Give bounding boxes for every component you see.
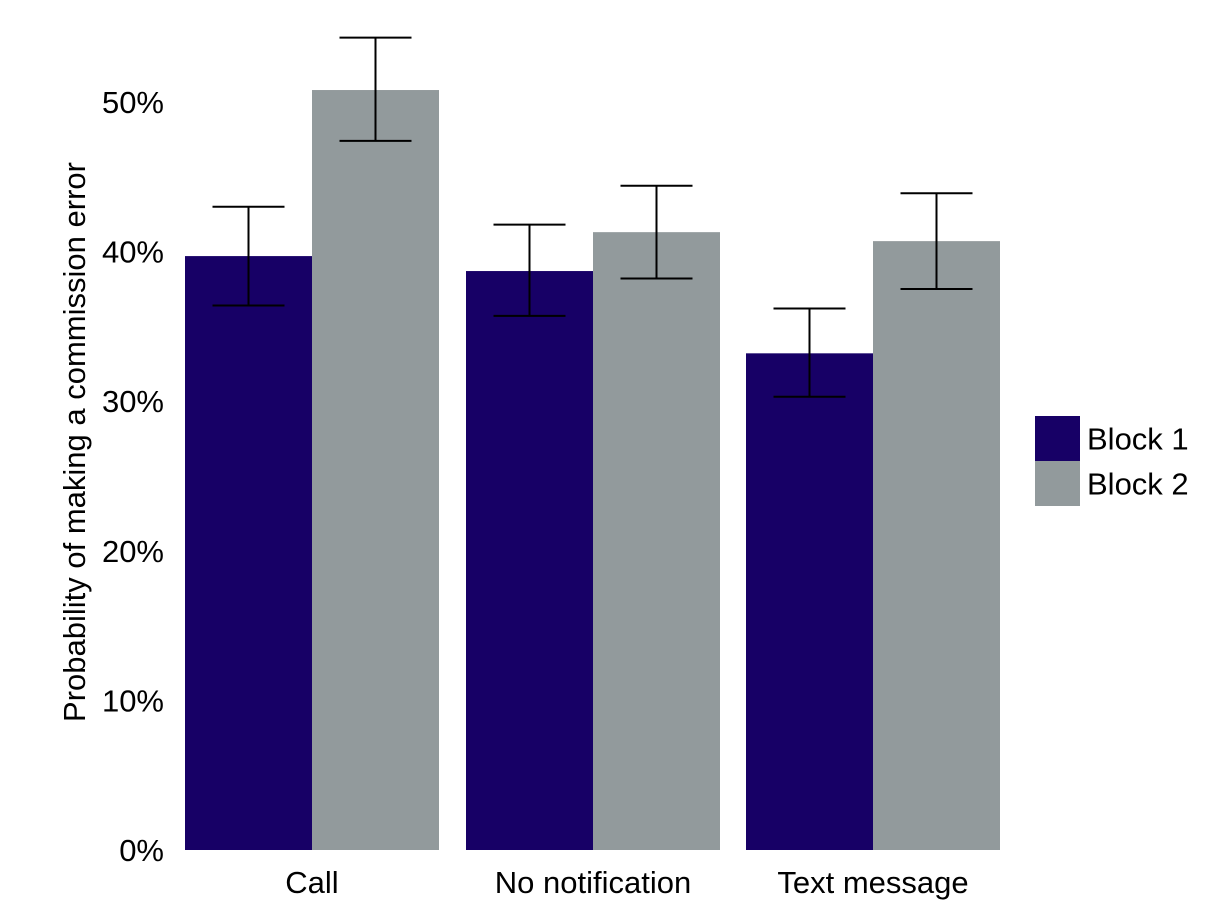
y-tick-label-20: 20% <box>102 534 164 569</box>
error-bar-text-message-series-2 <box>900 192 973 290</box>
y-tick-label-40: 40% <box>102 235 164 270</box>
legend-item-series-1: Block 1 <box>1035 416 1189 461</box>
x-category-label-text-message: Text message <box>777 865 968 900</box>
legend-label-series-1: Block 1 <box>1087 422 1189 457</box>
y-tick-label-10: 10% <box>102 683 164 718</box>
x-category-label-no-notification: No notification <box>495 865 691 900</box>
error-bars-group <box>212 36 973 398</box>
bar-no-notification-series-1 <box>466 271 593 851</box>
legend-swatch-series-1 <box>1035 416 1080 461</box>
legend-label-series-2: Block 2 <box>1087 467 1189 502</box>
legend-item-series-2: Block 2 <box>1035 461 1189 506</box>
y-axis-ticks: 0% 10% 20% 30% 40% 50% <box>102 85 164 868</box>
y-tick-label-0: 0% <box>119 833 164 868</box>
bar-call-series-1 <box>185 256 312 850</box>
bar-text-message-series-2 <box>873 241 1000 851</box>
legend-swatch-series-2 <box>1035 461 1080 506</box>
x-category-label-call: Call <box>285 865 338 900</box>
y-tick-label-50: 50% <box>102 85 164 120</box>
bars-group <box>185 90 1000 851</box>
bar-call-series-2 <box>312 90 439 851</box>
error-bar-no-notification-series-1 <box>493 223 566 317</box>
error-bar-no-notification-series-2 <box>620 184 693 280</box>
y-axis-title-group: Probability of making a commission error <box>57 162 92 722</box>
bar-no-notification-series-2 <box>593 232 720 851</box>
error-bar-call-series-2 <box>339 36 412 142</box>
x-axis-category-labels: Call No notification Text message <box>285 865 968 900</box>
y-tick-label-30: 30% <box>102 384 164 419</box>
legend: Block 1 Block 2 <box>1035 416 1189 506</box>
error-bar-call-series-1 <box>212 205 285 307</box>
error-bar-text-message-series-1 <box>773 307 846 398</box>
bar-text-message-series-1 <box>746 353 873 850</box>
y-axis-title: Probability of making a commission error <box>57 162 92 722</box>
